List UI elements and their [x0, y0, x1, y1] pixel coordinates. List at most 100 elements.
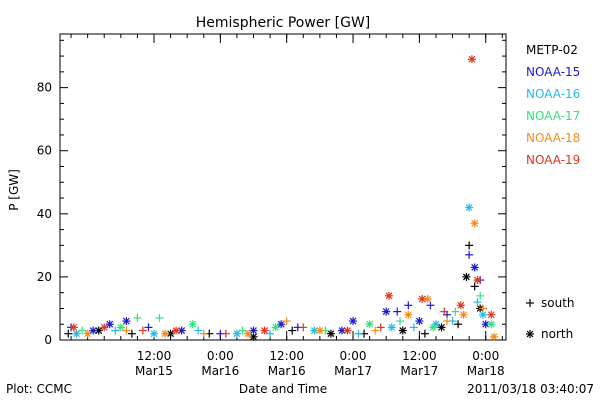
data-point [155, 313, 164, 322]
data-point [487, 310, 496, 319]
chart-title: Hemispheric Power [GW] [196, 15, 371, 31]
data-point [72, 329, 81, 338]
x-tick-label: Mar18 [467, 364, 505, 378]
data-point [470, 263, 479, 272]
data-point [78, 326, 87, 335]
data-point [221, 329, 230, 338]
data-point [232, 329, 241, 338]
series-metp-02 [64, 241, 485, 341]
data-point [404, 301, 413, 310]
data-point [396, 317, 405, 326]
data-point [144, 323, 153, 332]
y-tick-label: 60 [37, 144, 52, 158]
data-point [149, 329, 158, 338]
data-point [188, 320, 197, 329]
legend-entry: METP-02 [526, 43, 578, 57]
legend-entry: NOAA-17 [526, 109, 580, 123]
data-point [462, 272, 471, 281]
data-point [337, 326, 346, 335]
data-point [166, 329, 175, 338]
data-point [199, 329, 208, 338]
data-point [456, 301, 465, 310]
legend-entry: NOAA-15 [526, 65, 580, 79]
data-point [376, 323, 385, 332]
x-tick-label: 0:00 [207, 349, 234, 363]
data-point [161, 329, 170, 338]
data-point [172, 326, 181, 335]
data-point [243, 329, 252, 338]
data-point [426, 301, 435, 310]
data-point [387, 323, 396, 332]
y-axis-ticks: 0 20 40 60 80 [37, 39, 506, 347]
data-point [454, 320, 463, 329]
data-point [451, 307, 460, 316]
data-point [315, 326, 324, 335]
x-tick-label: 0:00 [472, 349, 499, 363]
data-point [105, 320, 114, 329]
data-point [420, 329, 429, 338]
data-point [465, 241, 474, 250]
x-tick-label: 12:00 [137, 349, 172, 363]
data-point [266, 329, 275, 338]
data-point [365, 320, 374, 329]
x-tick-label: 12:00 [402, 349, 437, 363]
legend: METP-02 NOAA-15 NOAA-16 NOAA-17 NOAA-18 NOAA-… [526, 43, 580, 341]
data-point [326, 329, 335, 338]
data-point [260, 326, 269, 335]
data-point [415, 317, 424, 326]
data-point [476, 291, 485, 300]
data-point [194, 326, 203, 335]
y-tick-label: 0 [44, 333, 52, 347]
x-tick-label: Mar16 [268, 364, 306, 378]
data-point [382, 307, 391, 316]
data-point [69, 323, 78, 332]
data-point [478, 304, 487, 313]
data-point [249, 326, 258, 335]
data-point [133, 313, 142, 322]
data-point [122, 326, 131, 335]
data-point [343, 326, 352, 335]
data-point [111, 326, 120, 335]
data-point [437, 323, 446, 332]
series-noaa-19 [69, 55, 496, 338]
data-point [404, 310, 413, 319]
x-axis-label: Date and Time [239, 382, 327, 396]
y-tick-label: 20 [37, 270, 52, 284]
y-tick-label: 80 [37, 81, 52, 95]
data-point [487, 320, 496, 329]
data-point [100, 323, 109, 332]
data-point [127, 329, 136, 338]
legend-marker-label: south [541, 296, 575, 310]
data-point [271, 323, 280, 332]
x-tick-label: Mar15 [135, 364, 173, 378]
data-point [83, 329, 92, 338]
data-point [470, 219, 479, 228]
y-tick-label: 40 [37, 207, 52, 221]
data-point [354, 329, 363, 338]
data-point [473, 276, 482, 285]
data-point [277, 320, 286, 329]
x-tick-label: 12:00 [269, 349, 304, 363]
x-tick-label: Mar16 [201, 364, 239, 378]
legend-entry: NOAA-19 [526, 153, 580, 167]
data-point [429, 323, 438, 332]
data-point [384, 291, 393, 300]
data-point [371, 326, 380, 335]
footer-timestamp: 2011/03/18 03:40:07 [467, 382, 594, 396]
data-point [418, 294, 427, 303]
data-point [465, 203, 474, 212]
series-noaa-16 [72, 203, 487, 338]
data-point [409, 323, 418, 332]
series-noaa-18 [83, 219, 499, 341]
data-point [122, 317, 131, 326]
y-axis-label: P [GW] [7, 169, 21, 211]
x-tick-label: Mar17 [334, 364, 372, 378]
data-point [443, 317, 452, 326]
legend-marker-south [526, 299, 534, 307]
data-point [64, 329, 73, 338]
data-point [116, 323, 125, 332]
x-tick-label: Mar17 [400, 364, 438, 378]
series-noaa-17 [78, 291, 496, 335]
data-point [288, 326, 297, 335]
